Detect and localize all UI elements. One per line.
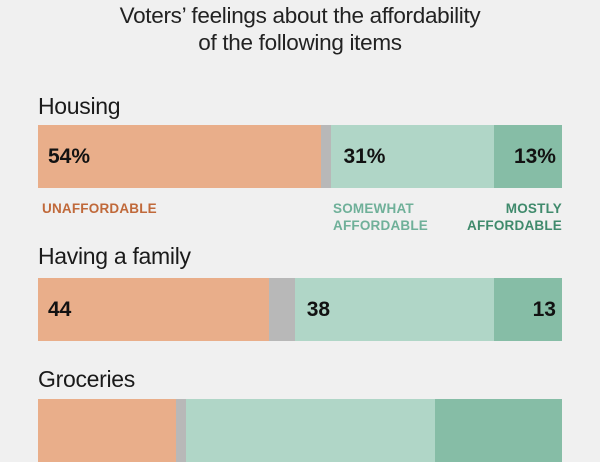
bar-housing: 54% 31% 13% [38,125,562,188]
bar-segment-unaffordable [38,399,176,462]
category-label-housing: Housing [38,93,121,119]
chart-title: Voters’ feelings about the affordability… [0,2,600,56]
bar-segment-somewhat-affordable: 31% [331,125,494,188]
bar-segment-dont-know [320,125,332,188]
bar-segment-somewhat-affordable: 38 [294,278,494,341]
legend-label-mostly-line-2: AFFORDABLE [467,218,562,233]
bar-groceries [38,399,562,462]
data-label-unaffordable: 44 [48,297,72,321]
bar-segment-unaffordable: 54% [38,125,321,188]
data-label-somewhat-affordable: 38 [306,297,331,321]
legend-label-mostly-affordable: MOSTLY AFFORDABLE [467,200,562,234]
legend-label-somewhat-affordable: SOMEWHAT AFFORDABLE [333,200,428,234]
bar-segment-dont-know [175,399,187,462]
chart-title-line-2: of the following items [198,30,402,55]
bar-segment-unaffordable: 44 [38,278,269,341]
data-label-somewhat-affordable: 31% [343,144,386,168]
legend-label-unaffordable: UNAFFORDABLE [42,201,157,216]
legend-label-mostly-line-1: MOSTLY [505,201,562,216]
legend-label-somewhat-line-1: SOMEWHAT [333,201,414,216]
data-label-mostly-affordable: 13 [532,297,556,321]
chart-title-line-1: Voters’ feelings about the affordability [119,3,481,28]
category-label-groceries: Groceries [38,366,135,392]
data-label-mostly-affordable: 13% [513,144,556,168]
bar-segment-mostly-affordable: 13 [493,278,562,341]
bar-segment-mostly-affordable: 13% [493,125,562,188]
bar-segment-dont-know [268,278,295,341]
category-label-having-a-family: Having a family [38,243,191,269]
data-label-unaffordable: 54% [48,144,91,168]
legend-label-somewhat-line-2: AFFORDABLE [333,218,428,233]
bar-segment-somewhat-affordable [186,399,435,462]
bar-having-a-family: 44 38 13 [38,278,562,341]
bar-segment-mostly-affordable [434,399,562,462]
